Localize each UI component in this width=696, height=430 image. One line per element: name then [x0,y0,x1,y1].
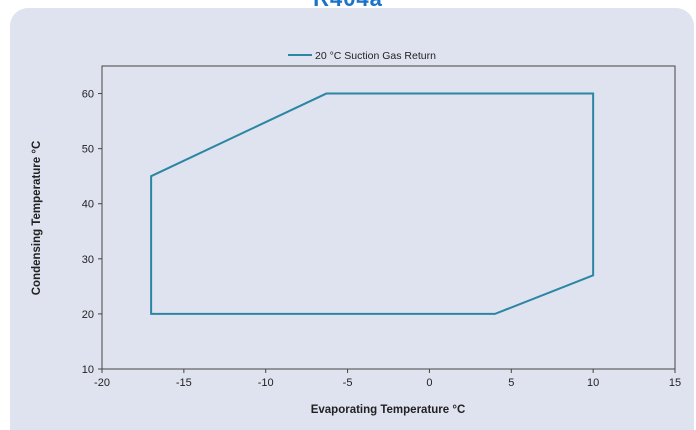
x-tick-label: -20 [94,377,110,389]
legend: 20 °C Suction Gas Return [288,50,436,62]
y-axis-ticks: 10 20 30 40 50 60 [82,89,102,376]
x-tick-label: -5 [343,377,353,389]
legend-label: 20 °C Suction Gas Return [315,50,436,62]
x-tick-label: 0 [426,377,432,389]
series-layer [150,92,595,315]
x-tick-label: 5 [508,377,514,389]
y-tick-label: 10 [82,364,94,376]
y-tick-label: 30 [82,254,94,266]
y-tick-label: 20 [82,309,94,321]
x-axis-ticks: -20 -15 -10 -5 0 5 10 15 [94,369,681,389]
plot-area [101,65,676,370]
x-tick-label: 15 [669,377,681,389]
x-tick-label: -15 [176,377,192,389]
page-title: R404a [0,0,696,12]
x-tick-label: 10 [587,377,599,389]
y-axis-label: Condensing Temperature °C [31,141,43,296]
x-axis-label: Evaporating Temperature °C [311,404,466,416]
series-line [150,92,595,315]
y-tick-label: 50 [82,144,94,156]
x-tick-label: -10 [258,377,274,389]
y-tick-label: 40 [82,199,94,211]
y-tick-label: 60 [82,89,94,101]
